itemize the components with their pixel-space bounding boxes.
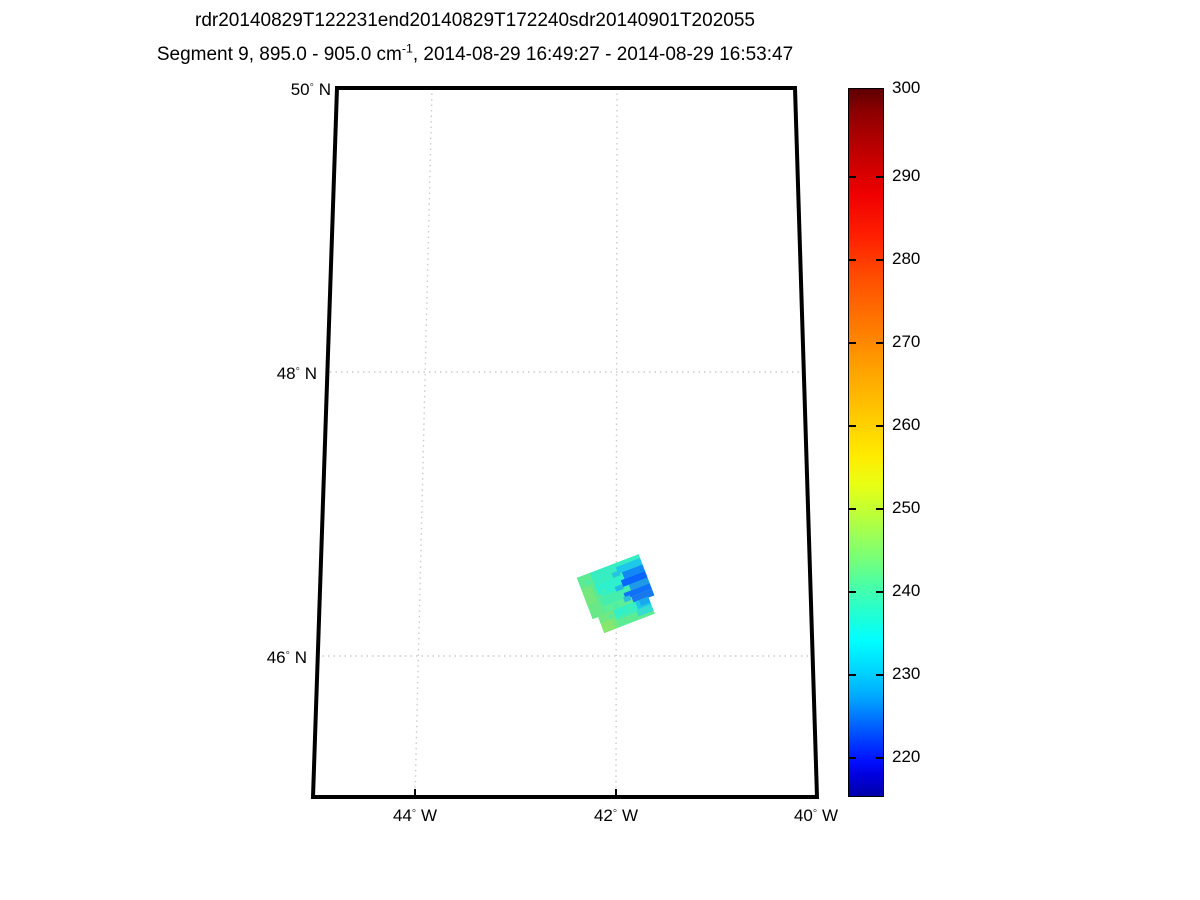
colorbar-tick-240-right bbox=[876, 591, 883, 593]
gridline-lon-44 bbox=[414, 88, 433, 797]
map-panel: 50◦ N 48◦ N 46◦ N 44◦ W 42◦ W 40◦ W bbox=[266, 77, 839, 825]
map-border bbox=[310, 86, 820, 799]
colorbar-tick-260-right bbox=[876, 425, 883, 427]
map-canvas bbox=[310, 86, 820, 799]
colorbar-tick-250-left bbox=[849, 508, 856, 510]
colorbar-tick-label-290: 290 bbox=[892, 166, 921, 185]
subtitle-suffix: , 2014-08-29 16:49:27 - 2014-08-29 16:53… bbox=[412, 44, 794, 65]
colorbar-tick-290-left bbox=[849, 176, 856, 178]
lat-tick-label-50: 50◦ N bbox=[290, 77, 331, 99]
figure-title: rdr20140829T122231end20140829T172240sdr2… bbox=[195, 10, 755, 31]
subtitle-prefix: Segment 9, 895.0 - 905.0 cm bbox=[156, 44, 402, 65]
colorbar-tick-250-right bbox=[876, 508, 883, 510]
colorbar: 300 290 280 270 260 250 240 230 220 bbox=[848, 78, 920, 797]
colorbar-tick-270-left bbox=[849, 342, 856, 344]
colorbar-tick-220-left bbox=[849, 757, 856, 759]
colorbar-tick-label-280: 280 bbox=[892, 249, 921, 268]
lon-tick-label-40: 40◦ W bbox=[793, 803, 839, 825]
figure-subtitle: Segment 9, 895.0 - 905.0 cm-1, 2014-08-2… bbox=[0, 41, 950, 66]
colorbar-tick-280-right bbox=[876, 259, 883, 261]
colorbar-tick-label-260: 260 bbox=[892, 415, 921, 434]
colorbar-tick-280-left bbox=[849, 259, 856, 261]
colorbar-tick-label-270: 270 bbox=[892, 332, 921, 351]
lat-tick-label-48: 48◦ N bbox=[276, 361, 317, 383]
colorbar-tick-230-right bbox=[876, 674, 883, 676]
colorbar-tick-label-220: 220 bbox=[892, 747, 921, 766]
lower-swath bbox=[597, 596, 655, 633]
colorbar-tick-220-right bbox=[876, 757, 883, 759]
lon-tick-label-44: 44◦ W bbox=[392, 803, 438, 825]
graticule bbox=[317, 88, 817, 797]
colorbar-tick-290-right bbox=[876, 176, 883, 178]
lat-tick-label-46: 46◦ N bbox=[266, 645, 307, 667]
colorbar-gradient bbox=[848, 88, 884, 797]
colorbar-tick-260-left bbox=[849, 425, 856, 427]
colorbar-tick-230-left bbox=[849, 674, 856, 676]
colorbar-tick-240-left bbox=[849, 591, 856, 593]
colorbar-tick-270-right bbox=[876, 342, 883, 344]
upper-swath bbox=[576, 554, 655, 619]
colorbar-tick-label-300: 300 bbox=[892, 78, 921, 97]
colorbar-tick-label-250: 250 bbox=[892, 498, 921, 517]
colorbar-tick-label-240: 240 bbox=[892, 581, 921, 600]
lon-tick-label-42: 42◦ W bbox=[593, 803, 639, 825]
subtitle-exponent: -1 bbox=[401, 41, 413, 56]
map-tickmarks bbox=[336, 88, 817, 797]
swath-data-layer bbox=[576, 554, 655, 633]
gridline-lon-42 bbox=[615, 88, 618, 797]
colorbar-tick-label-230: 230 bbox=[892, 664, 921, 683]
